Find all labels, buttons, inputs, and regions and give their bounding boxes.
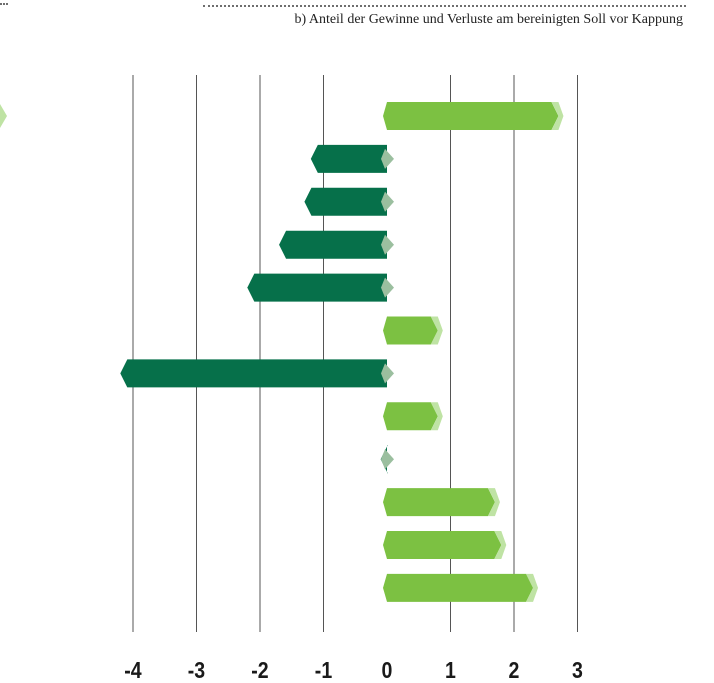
bar-tip <box>526 573 539 602</box>
bar-tip <box>381 234 394 255</box>
bar-positive <box>383 573 534 602</box>
bar-negative <box>304 187 387 216</box>
bar-tip <box>381 363 394 384</box>
bar-tip <box>381 449 394 470</box>
bar-tip <box>494 531 507 559</box>
bar-negative <box>120 359 388 388</box>
offscreen-bar-tip <box>0 104 7 128</box>
bar-tip <box>487 488 500 517</box>
x-tick-label: -2 <box>251 658 268 683</box>
header-dotted-rule <box>203 5 686 7</box>
bar-positive <box>383 102 559 130</box>
x-tick-label: -1 <box>315 658 332 683</box>
top-left-rule-fragment <box>0 3 8 5</box>
x-tick-label: 0 <box>382 658 393 683</box>
chart-subtitle: b) Anteil der Gewinne und Verluste am be… <box>294 12 683 27</box>
x-tick-label: -3 <box>188 658 205 683</box>
bar-positive <box>383 531 502 559</box>
x-tick-label: 1 <box>445 658 456 683</box>
bar-tip <box>430 402 443 431</box>
x-tick-label: 2 <box>509 658 520 683</box>
bar-negative <box>247 273 387 302</box>
bar-negative <box>279 230 387 259</box>
bar-tip <box>381 148 394 169</box>
bar-tip <box>381 191 394 212</box>
x-tick-label: -4 <box>124 658 141 683</box>
bar-tip <box>430 316 443 345</box>
bar-tip <box>551 102 564 130</box>
bar-positive <box>383 488 495 517</box>
bar-negative <box>310 144 387 173</box>
x-tick-label: 3 <box>572 658 583 683</box>
bar-positive <box>383 402 438 431</box>
bar-tip <box>381 277 394 298</box>
bar-positive <box>383 316 438 345</box>
